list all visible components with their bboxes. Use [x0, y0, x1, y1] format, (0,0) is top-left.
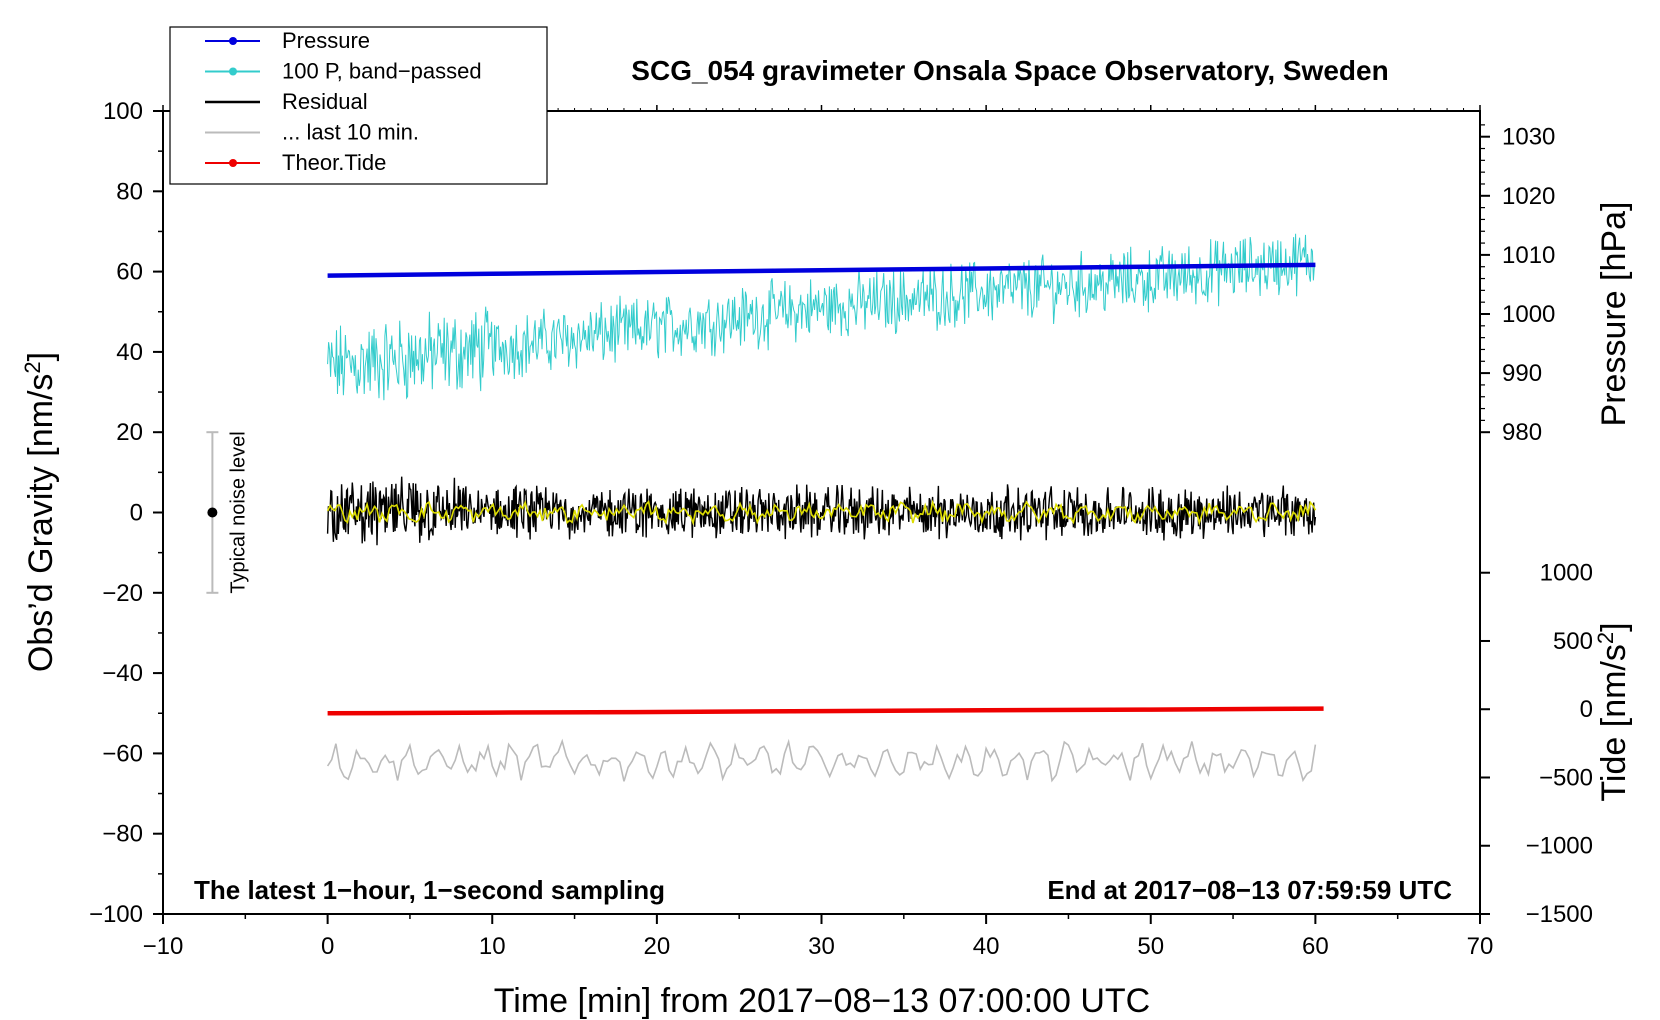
y-left-tick-label: 100: [103, 98, 143, 125]
legend-label: Residual: [282, 89, 368, 114]
y-left-tick-label: 80: [116, 178, 143, 205]
chart-title: SCG_054 gravimeter Onsala Space Observat…: [631, 55, 1388, 86]
series-residual: [326, 476, 1317, 546]
x-tick-label: 50: [1137, 933, 1164, 960]
legend-marker: [229, 37, 237, 45]
legend: Pressure 100 P, band−passed Residual ... la…: [169, 26, 548, 185]
x-tick-label: 20: [644, 933, 671, 960]
series-last-10-min: [326, 738, 1317, 783]
tide-tick-label: −500: [1539, 764, 1593, 791]
pressure-tick-label: 980: [1502, 419, 1542, 446]
series-layer: [326, 233, 1324, 783]
pressure-tick-label: 1020: [1502, 183, 1555, 210]
y-left-tick-label: 40: [116, 339, 143, 366]
tide-tick-label: 500: [1553, 628, 1593, 655]
y-left-tick-label: 20: [116, 419, 143, 446]
noise-bar-center-dot: [207, 507, 218, 518]
legend-items: Pressure 100 P, band−passed Residual ... la…: [205, 28, 482, 175]
x-tick-label: 30: [808, 933, 835, 960]
tide-label-main: Tide [nm/s: [1595, 644, 1633, 801]
x-tick-label: −10: [143, 933, 184, 960]
y-left-label-sup: 2: [20, 361, 45, 373]
tide-label-close: ]: [1595, 622, 1633, 631]
series-pressure: [327, 262, 1316, 278]
y-axis-title-tide: Tide [nm/s2]: [1593, 622, 1633, 801]
legend-box: [169, 26, 548, 185]
x-tick-label: 10: [479, 933, 506, 960]
x-tick-label: 70: [1467, 933, 1494, 960]
tide-tick-label: 0: [1580, 696, 1593, 723]
x-tick-label: 60: [1302, 933, 1329, 960]
series-residual-smoothed: [326, 499, 1317, 526]
y-left-tick-label: −40: [102, 660, 143, 687]
legend-label: Theor.Tide: [282, 150, 386, 175]
tide-tick-label: 1000: [1540, 560, 1593, 587]
y-left-label-close: ]: [22, 352, 60, 361]
x-tick-label: 40: [973, 933, 1000, 960]
series-theoretical-tide: [327, 706, 1324, 716]
legend-label: ... last 10 min.: [282, 120, 419, 145]
bottom-right-note: End at 2017−08−13 07:59:59 UTC: [1047, 875, 1452, 905]
y-axis-title-pressure: Pressure [hPa]: [1595, 202, 1633, 427]
series-band-passed-pressure: [327, 233, 1316, 401]
bottom-left-note: The latest 1−hour, 1−second sampling: [194, 875, 665, 905]
y-left-tick-label: 0: [130, 500, 143, 527]
pressure-tick-label: 1030: [1502, 124, 1555, 151]
pressure-tick-label: 1010: [1502, 242, 1555, 269]
y-left-tick-label: −60: [102, 740, 143, 767]
y-left-tick-label: −20: [102, 580, 143, 607]
tide-tick-label: −1500: [1526, 901, 1593, 928]
y-axis-title-left: Obs’d Gravity [nm/s2]: [20, 352, 60, 672]
legend-label: Pressure: [282, 28, 370, 53]
tide-label-sup: 2: [1593, 632, 1618, 644]
y-left-label-main: Obs’d Gravity [nm/s: [22, 374, 60, 673]
y-left-tick-label: 60: [116, 259, 143, 286]
pressure-tick-label: 990: [1502, 360, 1542, 387]
legend-label: 100 P, band−passed: [282, 59, 482, 84]
pressure-tick-label: 1000: [1502, 301, 1555, 328]
tide-tick-label: −1000: [1526, 833, 1593, 860]
ticks-layer: −10 0 10 20 30 40 50 60 70−100−80−60−40−20020406…: [89, 98, 1593, 960]
x-axis-title: Time [min] from 2017−08−13 07:00:00 UTC: [494, 982, 1150, 1020]
y-left-tick-label: −100: [89, 901, 143, 928]
noise-bar: Typical noise level: [206, 431, 249, 594]
noise-bar-label: Typical noise level: [227, 431, 249, 593]
legend-marker: [229, 159, 237, 167]
legend-marker: [229, 67, 237, 76]
x-tick-label: 0: [321, 933, 334, 960]
y-left-tick-label: −80: [102, 821, 143, 848]
